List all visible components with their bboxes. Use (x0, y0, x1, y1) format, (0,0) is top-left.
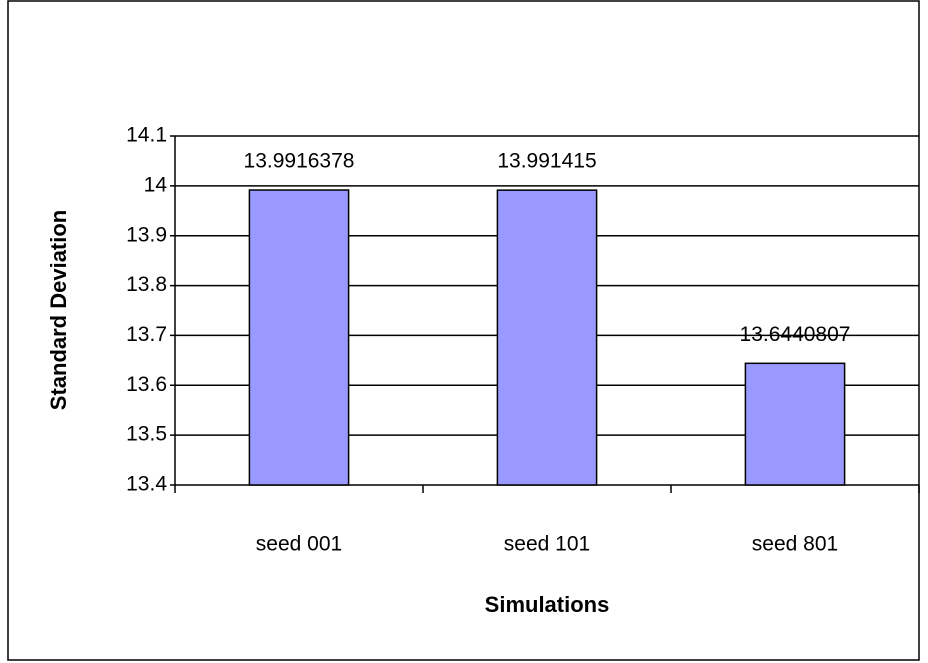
y-tick-label: 13.8 (126, 273, 167, 296)
y-tick-label: 13.9 (126, 223, 167, 246)
y-tick-label: 13.4 (126, 473, 167, 496)
y-tick-label: 14.1 (126, 124, 167, 147)
y-tick-label: 14 (144, 173, 168, 196)
data-label: 13.991415 (497, 150, 596, 173)
y-tick-label: 13.5 (126, 423, 167, 446)
y-tick-label: 13.6 (126, 373, 167, 396)
x-axis-title: Simulations (485, 592, 610, 617)
bar (744, 362, 846, 486)
data-label: 13.9916378 (244, 150, 355, 173)
bar (496, 189, 598, 486)
data-label: 13.6440807 (740, 323, 851, 346)
x-tick-label: seed 101 (504, 533, 590, 556)
chart-border (7, 0, 920, 661)
y-axis-title: Standard Deviation (46, 210, 71, 410)
x-tick-label: seed 801 (752, 533, 838, 556)
bar (248, 189, 350, 486)
x-tick-label: seed 001 (256, 533, 342, 556)
y-tick-label: 13.7 (126, 323, 167, 346)
